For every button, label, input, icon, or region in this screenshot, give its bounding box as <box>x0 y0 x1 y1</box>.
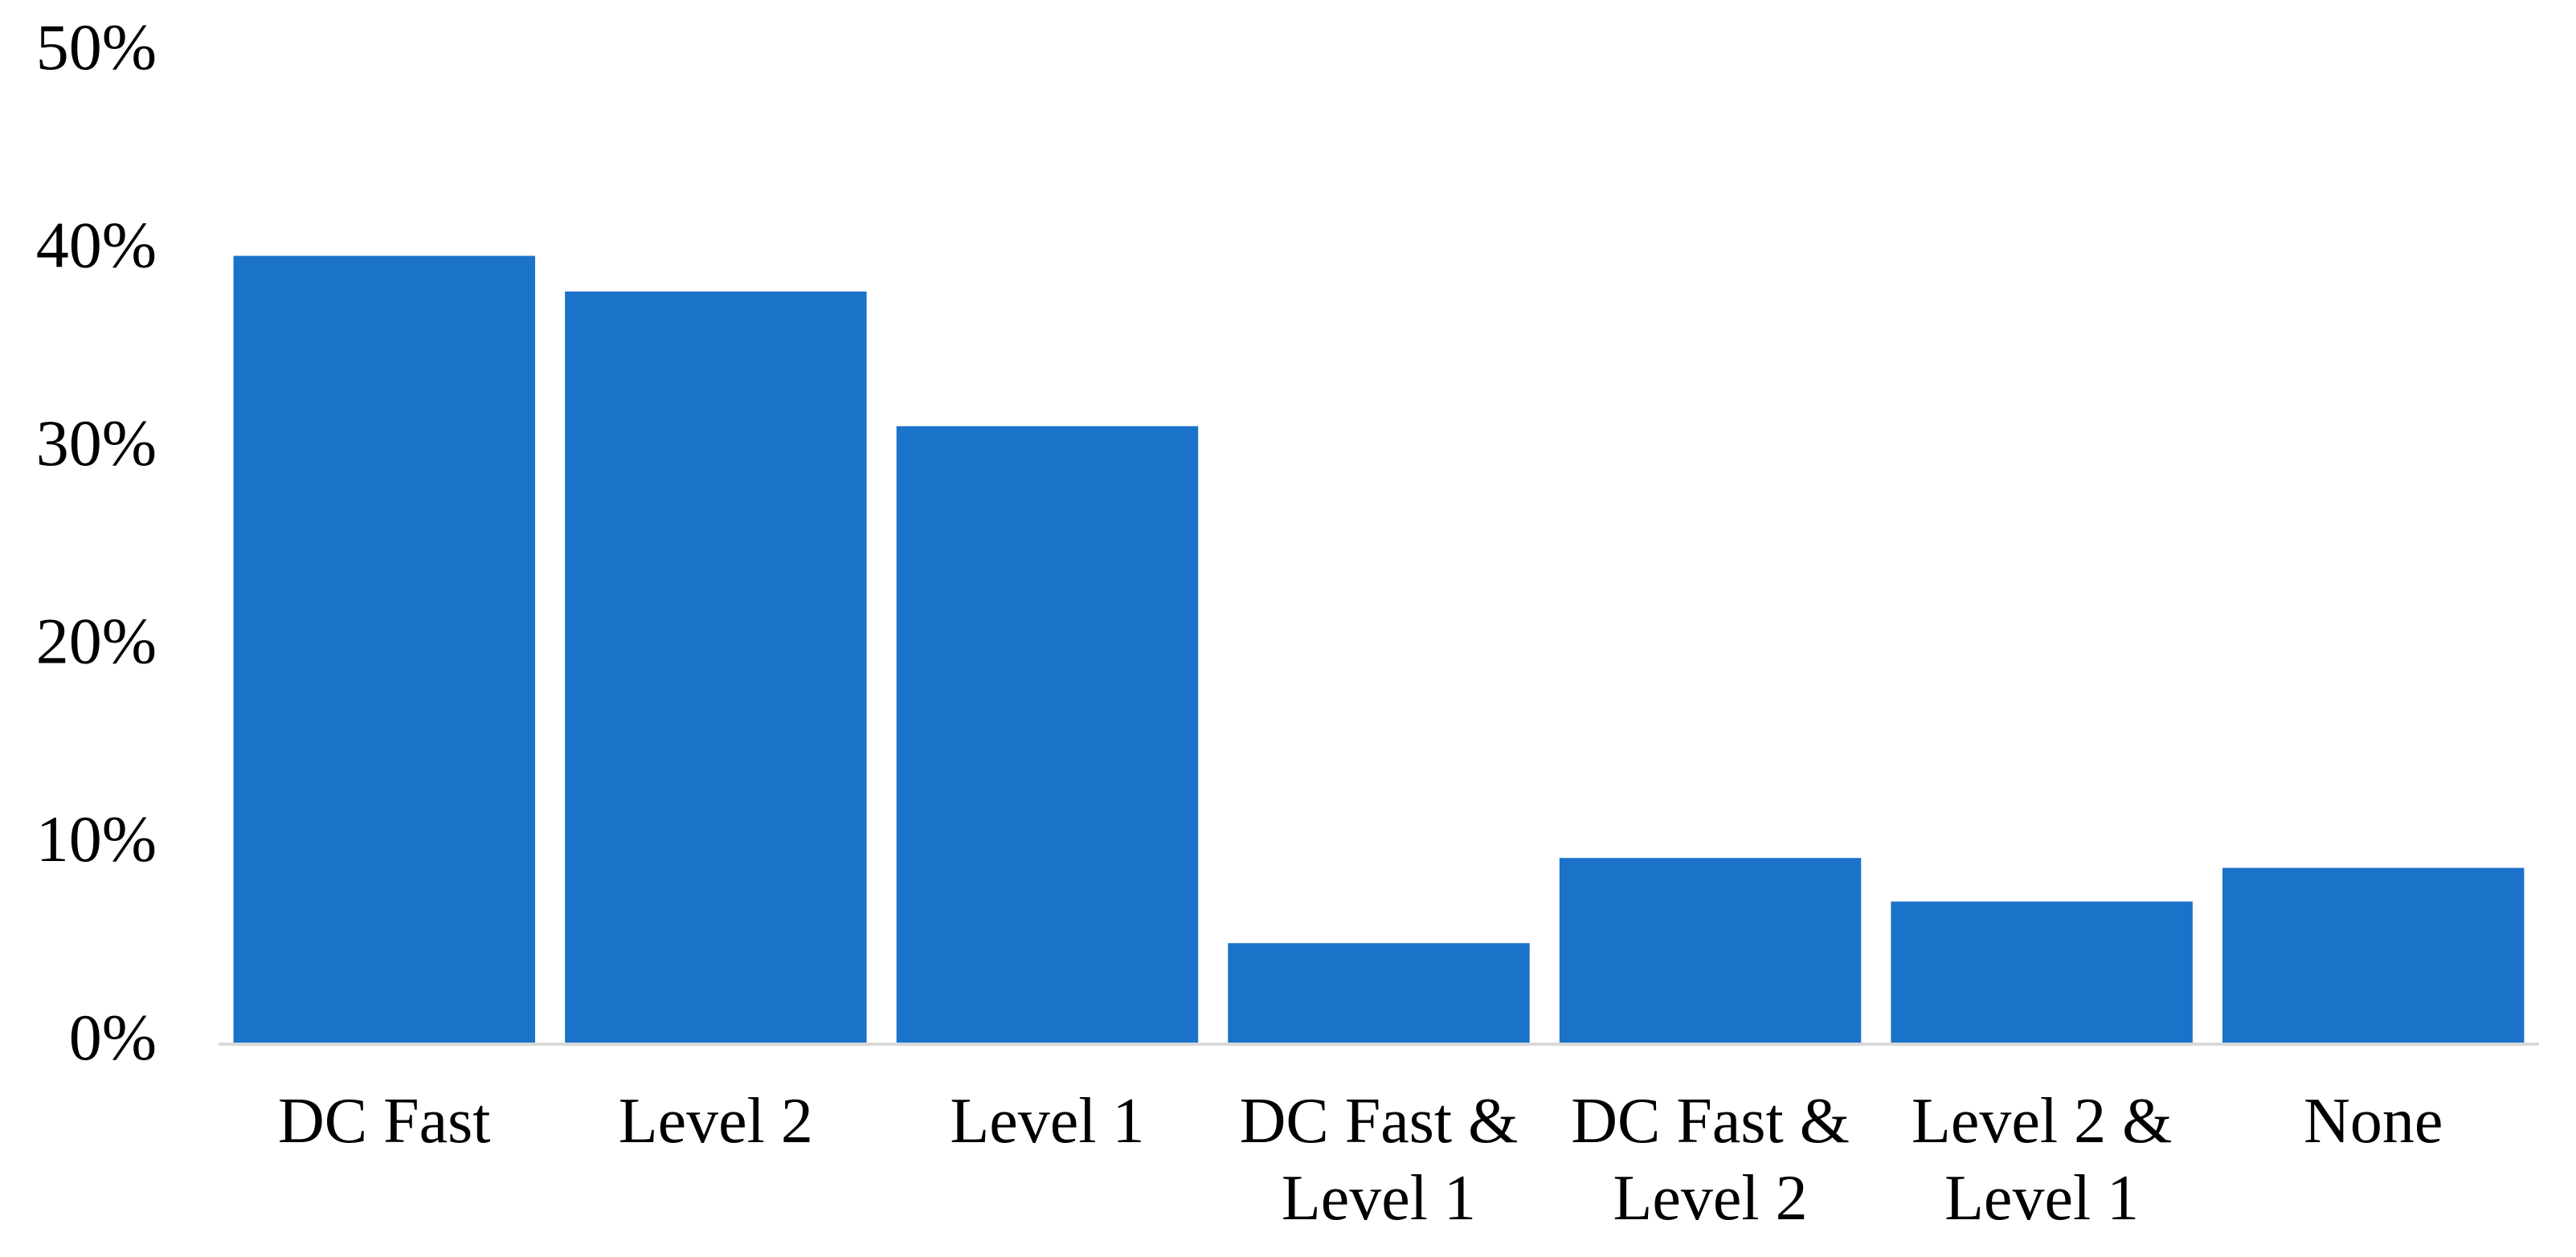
y-tick-label: 50% <box>36 10 157 84</box>
x-tick-label: Level 2 & Level 1 <box>1911 1086 2173 1234</box>
bar <box>233 255 536 1045</box>
x-tick-label: None <box>2304 1086 2443 1157</box>
bar <box>1228 943 1530 1044</box>
y-tick-label: 20% <box>36 605 157 678</box>
y-tick-label: 40% <box>36 208 157 281</box>
bar <box>896 426 1199 1044</box>
bar <box>1891 901 2193 1044</box>
x-tick-label: Level 2 <box>618 1086 813 1157</box>
y-tick-label: 30% <box>36 406 157 480</box>
x-tick-label: DC Fast <box>278 1086 491 1157</box>
x-tick-label: DC Fast & Level 1 <box>1239 1086 1519 1234</box>
y-tick-label: 10% <box>36 802 157 875</box>
y-tick-label: 0% <box>69 1001 157 1074</box>
bar <box>1559 858 1862 1044</box>
x-tick-label: DC Fast & Level 2 <box>1571 1086 1850 1234</box>
bar <box>2222 867 2525 1044</box>
bar <box>565 291 867 1044</box>
x-tick-label: Level 1 <box>950 1086 1145 1157</box>
